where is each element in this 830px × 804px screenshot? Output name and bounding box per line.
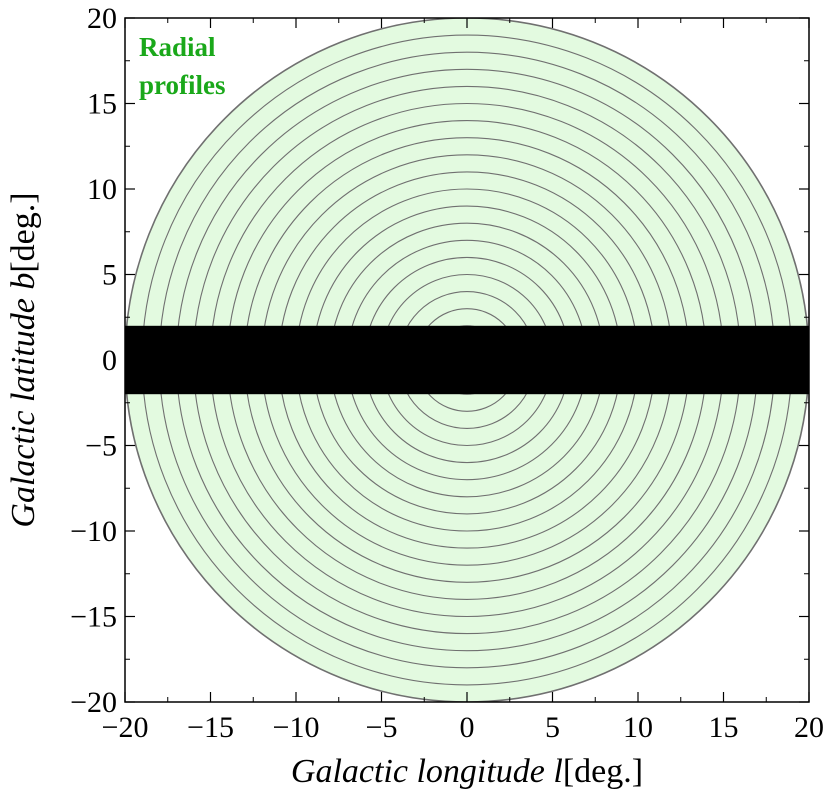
x-tick-label: 20 (794, 711, 824, 744)
band-layer (125, 325, 809, 395)
x-tick-label: 10 (623, 711, 653, 744)
y-tick-label: −5 (85, 430, 117, 463)
annotation-line-2: profiles (139, 70, 226, 100)
y-tick-label: −10 (70, 515, 117, 548)
y-tick-label: 0 (102, 344, 117, 377)
y-tick-label: 10 (87, 173, 117, 206)
annotation-line-1: Radial (139, 32, 216, 62)
y-tick-label: 20 (87, 2, 117, 35)
ticks-layer (124, 17, 810, 703)
y-axis-label: Galactic latitude b (5, 273, 42, 528)
y-tick-label: 15 (87, 88, 117, 121)
x-axis-label: Galactic longitude l (291, 753, 563, 790)
y-tick-label: −20 (70, 686, 117, 719)
y-axis-title: Galactic latitude b[deg.] (5, 192, 42, 527)
x-tick-label: −10 (273, 711, 320, 744)
y-tick-label: 5 (102, 259, 117, 292)
x-tick-label: 5 (545, 711, 560, 744)
x-axis-unit: [deg.] (563, 753, 643, 790)
x-tick-label: 0 (460, 711, 475, 744)
x-axis-title: Galactic longitude l[deg.] (291, 753, 643, 790)
x-tick-label: −20 (102, 711, 149, 744)
masked-band (125, 325, 809, 395)
y-axis-unit: [deg.] (5, 192, 42, 272)
y-tick-label: −15 (70, 601, 117, 634)
x-tick-label: −15 (187, 711, 234, 744)
x-tick-label: 15 (709, 711, 739, 744)
x-tick-label: −5 (366, 711, 398, 744)
tick-labels-layer: −20 −15 −10 −5 0 5 10 15 20 −20 −15 −10 −5 0 5 10 15 20 (70, 2, 824, 744)
